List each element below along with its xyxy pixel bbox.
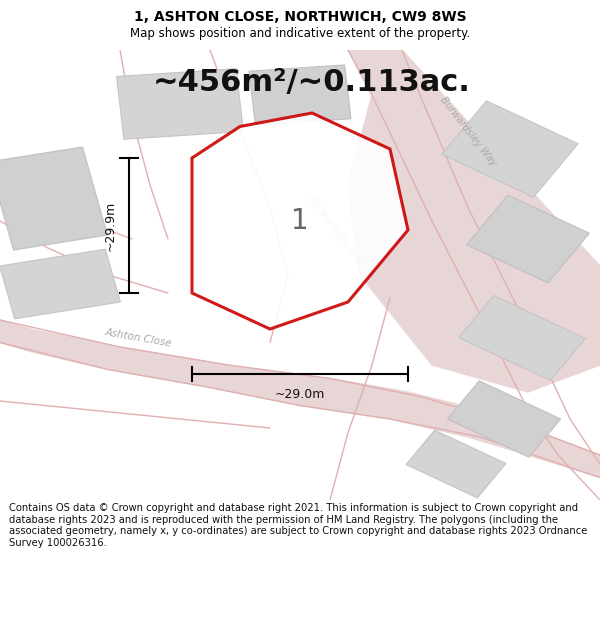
- Text: Burwardsley Way: Burwardsley Way: [306, 194, 366, 266]
- Text: 1, ASHTON CLOSE, NORTHWICH, CW9 8WS: 1, ASHTON CLOSE, NORTHWICH, CW9 8WS: [134, 10, 466, 24]
- Text: 1: 1: [291, 207, 309, 235]
- Polygon shape: [192, 113, 408, 329]
- Polygon shape: [249, 65, 351, 125]
- Text: Contains OS data © Crown copyright and database right 2021. This information is : Contains OS data © Crown copyright and d…: [9, 503, 587, 548]
- Text: Map shows position and indicative extent of the property.: Map shows position and indicative extent…: [130, 27, 470, 40]
- Polygon shape: [406, 430, 506, 498]
- Polygon shape: [442, 101, 578, 197]
- Text: ~29.0m: ~29.0m: [275, 388, 325, 401]
- Polygon shape: [348, 50, 600, 302]
- Text: ~29.9m: ~29.9m: [104, 201, 117, 251]
- Polygon shape: [116, 69, 244, 139]
- Polygon shape: [0, 320, 600, 478]
- Polygon shape: [348, 95, 600, 392]
- Polygon shape: [467, 195, 589, 283]
- Text: ~456m²/~0.113ac.: ~456m²/~0.113ac.: [153, 68, 471, 97]
- Polygon shape: [0, 147, 107, 250]
- Text: Burwardsley Way: Burwardsley Way: [438, 94, 498, 168]
- Polygon shape: [0, 249, 121, 319]
- Polygon shape: [448, 381, 560, 457]
- Text: Ashton Close: Ashton Close: [104, 328, 172, 349]
- Polygon shape: [459, 296, 585, 381]
